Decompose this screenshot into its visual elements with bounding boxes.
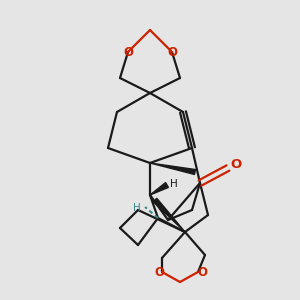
Text: O: O xyxy=(230,158,242,172)
Polygon shape xyxy=(150,183,168,195)
Polygon shape xyxy=(153,198,185,232)
Text: O: O xyxy=(167,46,177,59)
Text: O: O xyxy=(154,266,164,280)
Text: O: O xyxy=(197,266,207,280)
Polygon shape xyxy=(150,163,196,175)
Text: H: H xyxy=(170,179,178,189)
Text: O: O xyxy=(123,46,133,59)
Text: H: H xyxy=(133,203,141,213)
